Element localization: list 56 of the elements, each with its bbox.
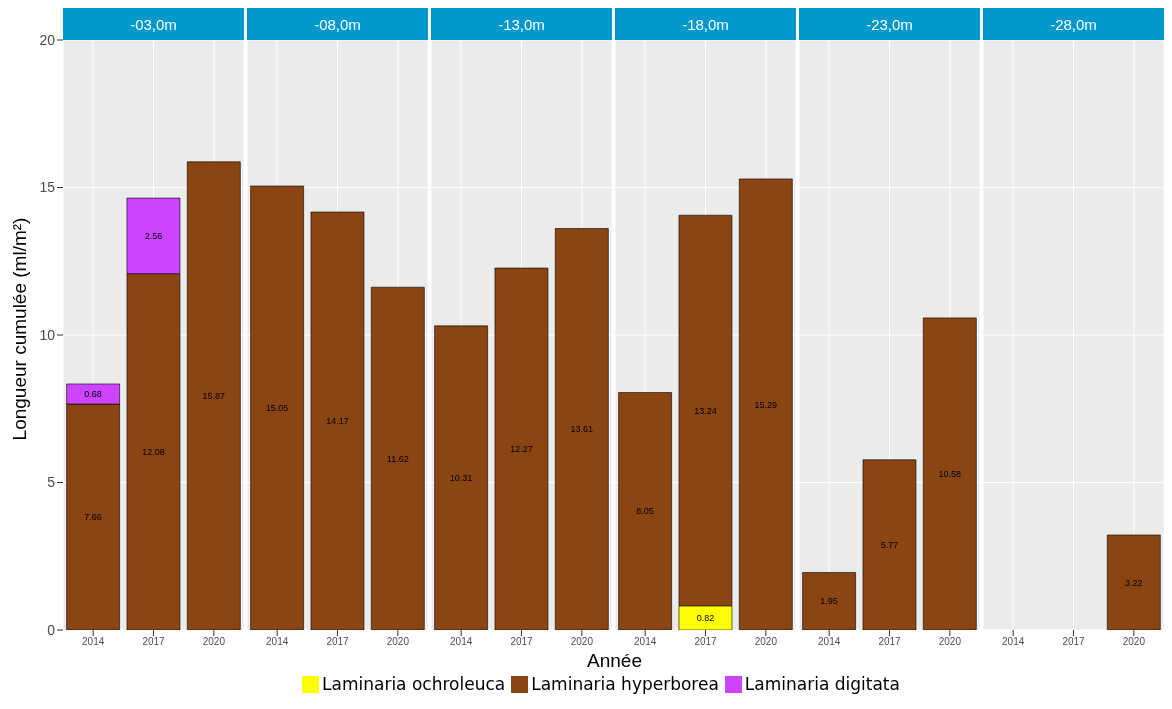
y-tick-label: 0	[47, 621, 56, 638]
x-axis-title: Année	[586, 650, 642, 672]
data-label: 12.08	[142, 447, 165, 458]
data-label: 10.31	[449, 473, 473, 484]
x-tick-label: 2017	[142, 636, 166, 648]
data-label: 14.17	[326, 416, 349, 427]
x-tick-label: 2020	[202, 636, 226, 648]
x-tick-label: 2014	[634, 636, 657, 648]
chart-title: -18,0m	[615, 8, 796, 40]
legend-label: Laminaria ochroleuca	[322, 674, 506, 694]
y-axis-title: Longueur cumulée (ml/m²)	[9, 217, 31, 441]
data-label: 11.62	[386, 453, 409, 464]
bar	[186, 161, 241, 630]
x-tick-label: 2014	[266, 636, 289, 648]
x-tick-label: 2014	[82, 636, 105, 648]
chart-title: -13,0m	[431, 8, 612, 40]
data-label: 13.24	[694, 405, 717, 416]
chart-title: -28,0m	[983, 8, 1164, 40]
bar	[618, 392, 672, 630]
chart-title: -08,0m	[247, 8, 428, 40]
x-tick-label: 2014	[1002, 636, 1025, 648]
x-tick-label: 2017	[878, 636, 902, 648]
y-tick-label: 10	[39, 326, 56, 343]
data-label: 2.56	[144, 231, 163, 242]
y-tick-label: 15	[39, 179, 56, 196]
y-tick-label: 20	[39, 31, 56, 48]
bar	[738, 178, 793, 630]
data-label: 10.58	[938, 469, 962, 480]
data-label: 13.61	[570, 424, 594, 435]
data-label: 8.05	[636, 506, 654, 517]
x-tick-label: 2017	[326, 636, 350, 648]
data-label: 1.95	[820, 596, 838, 607]
x-tick-label: 2014	[818, 636, 841, 648]
x-tick-label: 2017	[510, 636, 534, 648]
data-label: 12.27	[510, 444, 533, 455]
data-label: 15.87	[202, 391, 226, 402]
data-label: 0.82	[696, 613, 715, 624]
chart-title: -03,0m	[63, 8, 244, 40]
x-tick-label: 2020	[386, 636, 410, 648]
x-tick-label: 2020	[570, 636, 594, 648]
data-label: 0.68	[84, 389, 102, 400]
chart-title: -23,0m	[799, 8, 980, 40]
text: Laminaria hyperborea	[531, 674, 719, 694]
data-label: 15.29	[754, 399, 778, 410]
data-label: 5.77	[880, 540, 899, 551]
data-label: 3.22	[1125, 577, 1143, 588]
data-label: 7.66	[84, 512, 102, 523]
legend-label: Laminaria digitata	[744, 674, 900, 694]
y-tick-label: 5	[47, 474, 56, 491]
data-label: 15.05	[265, 403, 289, 414]
x-tick-label: 2020	[754, 636, 778, 648]
x-tick-label: 2017	[694, 636, 718, 648]
x-tick-label: 2020	[1122, 636, 1146, 648]
x-tick-label: 2017	[1062, 636, 1086, 648]
x-tick-label: 2020	[938, 636, 962, 648]
x-tick-label: 2014	[450, 636, 473, 648]
